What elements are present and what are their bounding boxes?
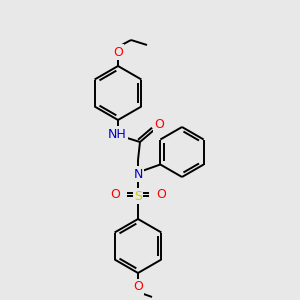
Text: NH: NH	[108, 128, 126, 140]
Text: S: S	[134, 190, 142, 202]
Text: O: O	[110, 188, 120, 202]
Text: O: O	[156, 188, 166, 202]
Text: O: O	[133, 280, 143, 293]
Text: O: O	[113, 46, 123, 59]
Text: N: N	[133, 167, 143, 181]
Text: O: O	[154, 118, 164, 131]
